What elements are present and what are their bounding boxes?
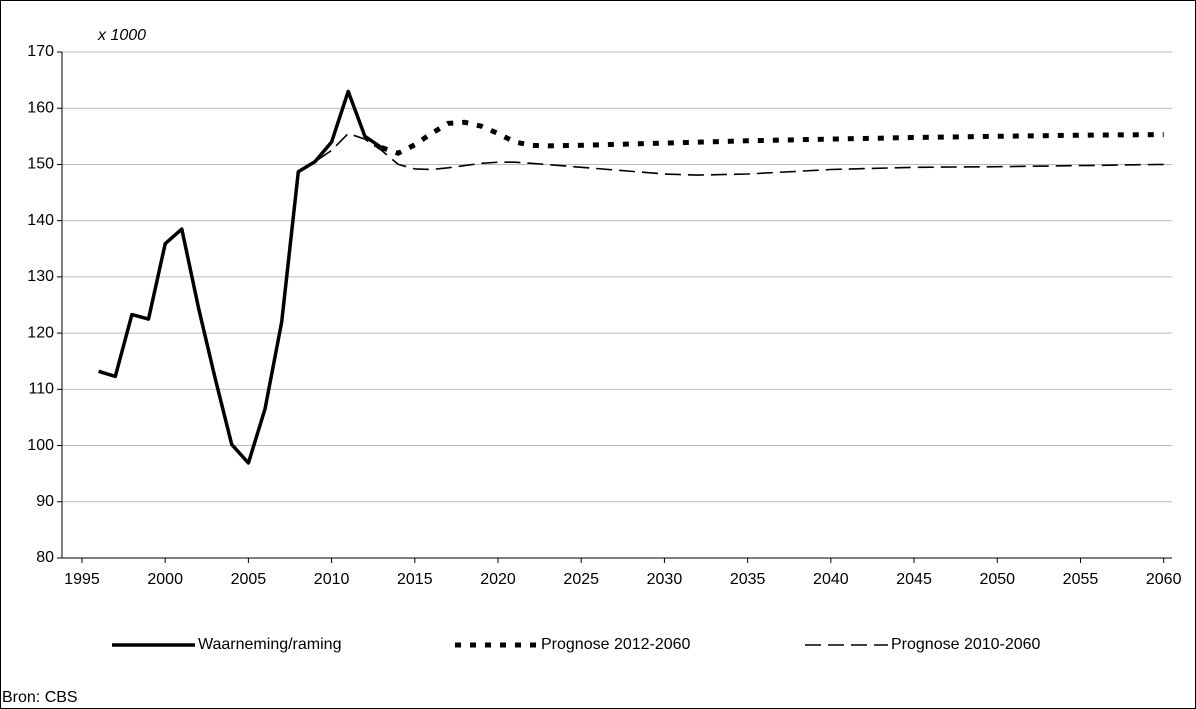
unit-annotation: x 1000	[97, 27, 146, 44]
x-tick-label: 2045	[896, 571, 932, 588]
y-tick-label: 120	[27, 324, 54, 341]
x-tick-label: 2015	[397, 571, 433, 588]
x-tick-label: 2055	[1063, 571, 1099, 588]
x-tick-label: 2025	[563, 571, 599, 588]
x-tick-label: 2010	[314, 571, 350, 588]
x-tick-label: 2040	[813, 571, 849, 588]
series-line	[98, 89, 383, 465]
legend-label: Prognose 2010-2060	[891, 636, 1041, 653]
y-tick-label: 110	[28, 381, 54, 398]
series-line	[297, 132, 1164, 176]
x-tick-label: 2050	[979, 571, 1015, 588]
x-tick-label: 2060	[1146, 571, 1182, 588]
y-tick-label: 150	[27, 156, 54, 173]
x-tick-label: 2005	[231, 571, 267, 588]
x-tick-label: 2030	[647, 571, 683, 588]
y-tick-label: 160	[27, 99, 54, 116]
y-tick-label: 80	[36, 549, 54, 566]
y-tick-label: 140	[27, 212, 54, 229]
legend-label: Prognose 2012-2060	[541, 636, 691, 653]
y-tick-label: 130	[27, 268, 54, 285]
x-tick-label: 2020	[480, 571, 516, 588]
y-tick-label: 170	[27, 43, 54, 60]
y-tick-label: 90	[36, 493, 54, 510]
x-tick-label: 2000	[147, 571, 183, 588]
source-note: Bron: CBS	[2, 689, 78, 706]
legend-label: Waarneming/raming	[198, 636, 341, 653]
y-tick-label: 100	[27, 437, 54, 454]
x-tick-label: 2035	[730, 571, 766, 588]
x-tick-label: 1995	[64, 571, 100, 588]
